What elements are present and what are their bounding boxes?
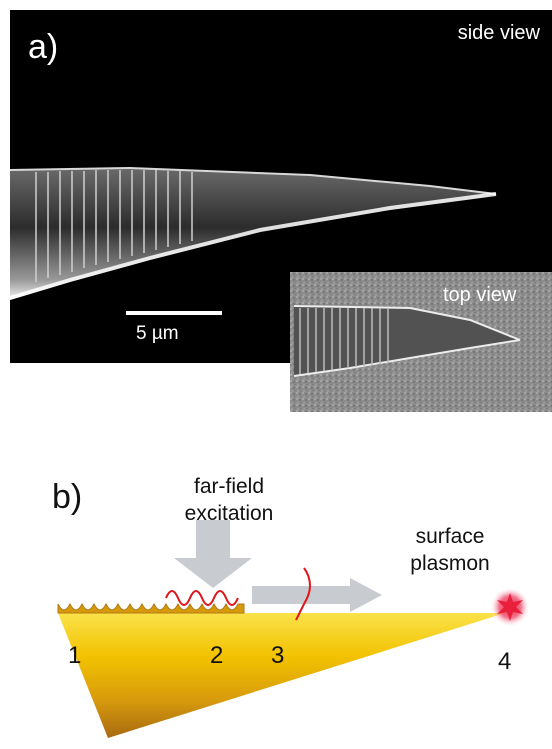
sem-top-view-inset — [290, 272, 552, 412]
scale-bar-label: 5 µm — [136, 323, 179, 344]
sem-tip-top-drawing — [290, 272, 552, 412]
tip-schematic — [57, 520, 530, 738]
side-view-label: side view — [457, 22, 540, 44]
plasmon-arrow — [252, 578, 382, 612]
sem-tip-side-drawing — [9, 166, 497, 300]
position-label-2: 2 — [210, 642, 224, 669]
panel-b-label: b) — [52, 478, 83, 516]
surface-plasmon-label: surface plasmon — [410, 525, 490, 575]
grating-grooves — [35, 170, 193, 282]
panel-a-label: a) — [28, 28, 59, 66]
excitation-arrow — [174, 520, 252, 588]
far-field-excitation-label: far-field excitation — [184, 475, 274, 525]
emission-star-icon — [497, 593, 523, 621]
sem-side-view-image — [9, 10, 552, 363]
gold-tip — [58, 613, 505, 738]
grating — [57, 602, 245, 614]
scale-bar — [126, 311, 222, 315]
top-view-label: top view — [443, 284, 517, 306]
position-label-3: 3 — [271, 642, 285, 669]
plasmon-pulse — [295, 567, 312, 621]
excitation-wave — [165, 590, 239, 606]
position-label-4: 4 — [498, 648, 512, 675]
position-label-1: 1 — [68, 642, 82, 669]
